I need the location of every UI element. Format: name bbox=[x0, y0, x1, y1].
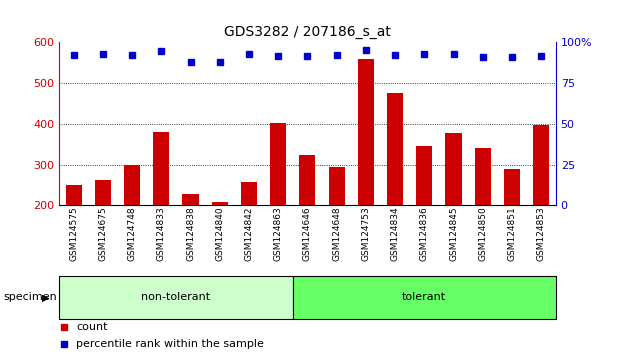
Text: GSM124833: GSM124833 bbox=[156, 207, 166, 262]
Text: GSM124834: GSM124834 bbox=[391, 207, 399, 261]
Text: GSM124853: GSM124853 bbox=[537, 207, 546, 262]
Bar bbox=[299, 155, 315, 205]
Bar bbox=[292, 276, 556, 319]
Text: GSM124838: GSM124838 bbox=[186, 207, 195, 262]
Text: GSM124850: GSM124850 bbox=[478, 207, 487, 262]
Text: GSM124675: GSM124675 bbox=[98, 207, 107, 262]
Bar bbox=[387, 92, 403, 205]
Text: GSM124748: GSM124748 bbox=[127, 207, 137, 261]
Bar bbox=[270, 123, 286, 205]
Bar bbox=[241, 182, 257, 205]
Bar bbox=[183, 194, 199, 205]
Bar bbox=[59, 276, 292, 319]
Bar bbox=[124, 165, 140, 205]
Text: GSM124863: GSM124863 bbox=[274, 207, 283, 262]
Text: GSM124648: GSM124648 bbox=[332, 207, 341, 261]
Bar bbox=[95, 180, 111, 205]
Text: GSM124851: GSM124851 bbox=[507, 207, 517, 262]
Text: specimen: specimen bbox=[3, 292, 57, 302]
Bar bbox=[329, 167, 345, 205]
Text: GSM124575: GSM124575 bbox=[69, 207, 78, 262]
Bar bbox=[212, 202, 228, 205]
Bar bbox=[533, 125, 549, 205]
Bar bbox=[416, 146, 432, 205]
Bar bbox=[358, 59, 374, 205]
Text: tolerant: tolerant bbox=[402, 292, 446, 302]
Text: count: count bbox=[76, 321, 108, 332]
Bar bbox=[445, 133, 461, 205]
Text: GSM124840: GSM124840 bbox=[215, 207, 224, 261]
Text: GSM124842: GSM124842 bbox=[245, 207, 253, 261]
Title: GDS3282 / 207186_s_at: GDS3282 / 207186_s_at bbox=[224, 25, 391, 39]
Text: ▶: ▶ bbox=[42, 292, 50, 302]
Bar bbox=[66, 185, 81, 205]
Text: non-tolerant: non-tolerant bbox=[142, 292, 211, 302]
Text: GSM124753: GSM124753 bbox=[361, 207, 370, 262]
Text: percentile rank within the sample: percentile rank within the sample bbox=[76, 339, 265, 349]
Text: GSM124836: GSM124836 bbox=[420, 207, 428, 262]
Text: GSM124646: GSM124646 bbox=[303, 207, 312, 261]
Bar bbox=[504, 170, 520, 205]
Text: GSM124845: GSM124845 bbox=[449, 207, 458, 261]
Bar bbox=[153, 132, 170, 205]
Bar bbox=[474, 148, 491, 205]
